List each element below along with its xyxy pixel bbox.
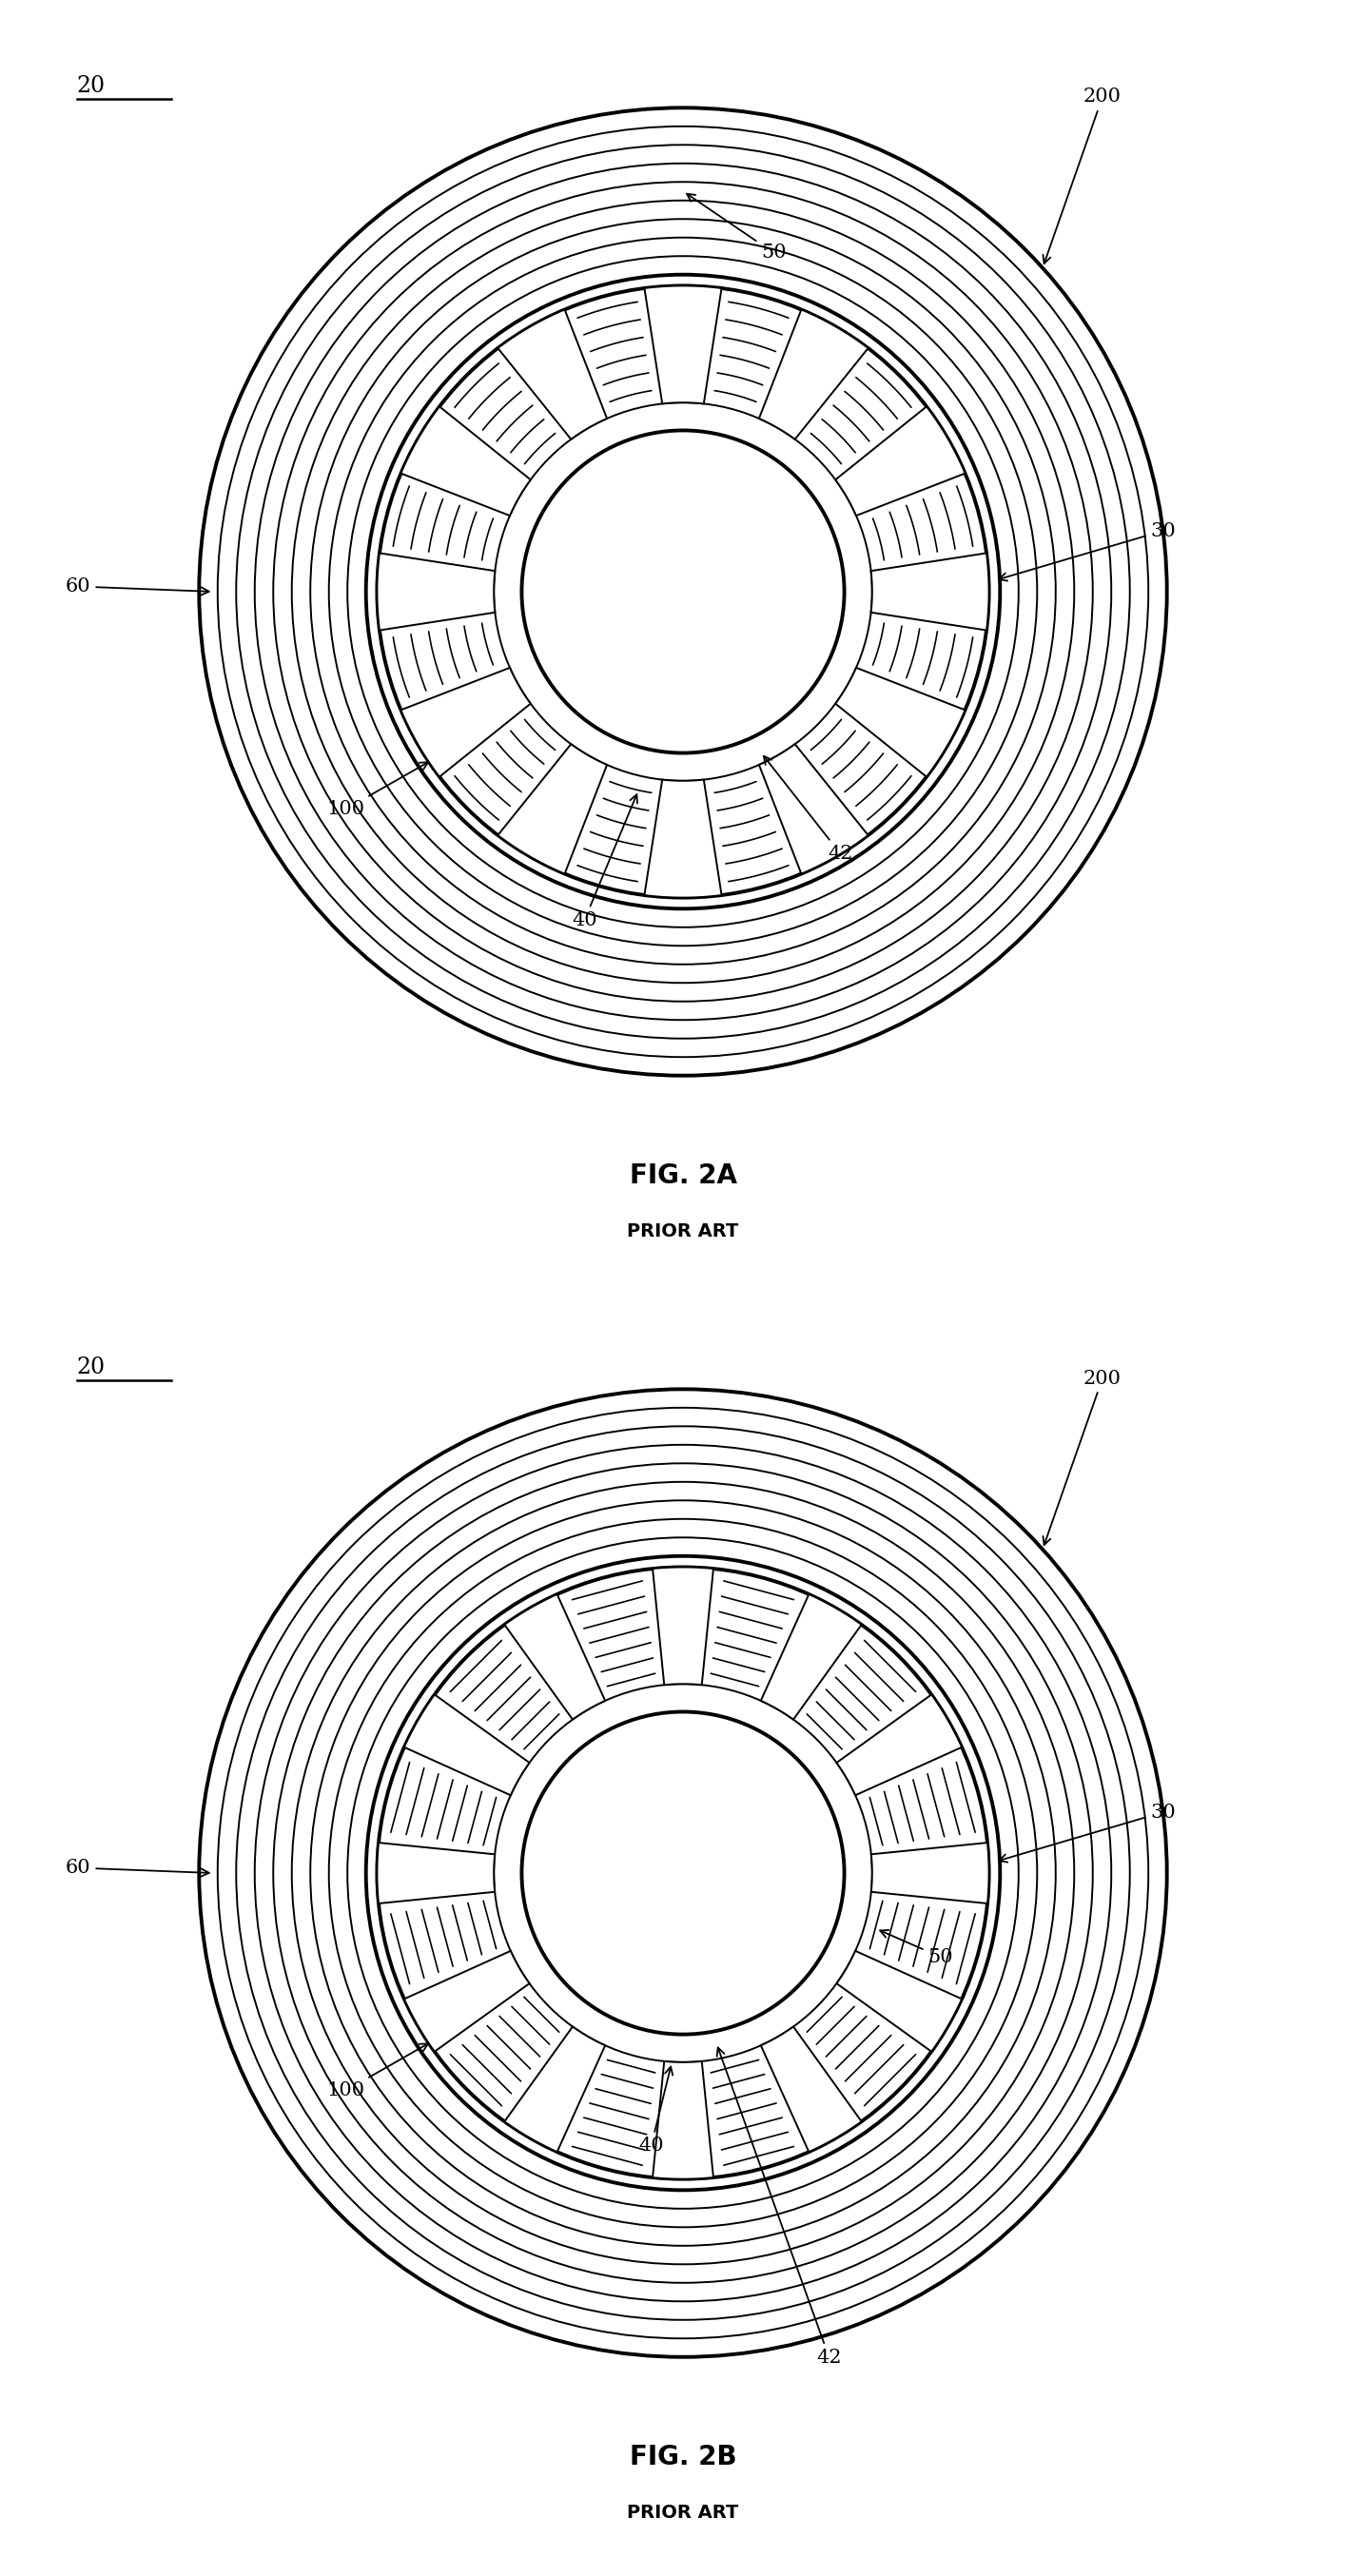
Polygon shape xyxy=(504,2027,605,2151)
Text: 42: 42 xyxy=(717,2048,841,2367)
Polygon shape xyxy=(497,744,607,873)
Text: 50: 50 xyxy=(880,1929,953,1965)
Polygon shape xyxy=(497,309,607,440)
Polygon shape xyxy=(404,1695,530,1795)
Polygon shape xyxy=(761,2027,862,2151)
Polygon shape xyxy=(645,286,721,404)
Text: 60: 60 xyxy=(66,1860,209,1878)
Polygon shape xyxy=(759,309,869,440)
Text: 40: 40 xyxy=(572,793,638,930)
Polygon shape xyxy=(504,1595,605,1721)
Text: 200: 200 xyxy=(1044,88,1121,263)
Polygon shape xyxy=(377,554,494,631)
Polygon shape xyxy=(836,1695,962,1795)
Text: 60: 60 xyxy=(66,577,209,595)
Text: 100: 100 xyxy=(326,2043,428,2099)
Text: 20: 20 xyxy=(76,75,105,98)
Text: 50: 50 xyxy=(687,193,787,263)
Text: PRIOR ART: PRIOR ART xyxy=(627,1221,739,1242)
Text: 20: 20 xyxy=(76,1355,105,1378)
Polygon shape xyxy=(645,781,721,896)
Text: FIG. 2A: FIG. 2A xyxy=(630,1162,736,1190)
Polygon shape xyxy=(400,667,530,778)
Polygon shape xyxy=(653,1566,713,1685)
Text: 40: 40 xyxy=(638,2066,672,2156)
Text: 30: 30 xyxy=(999,523,1176,580)
Text: 42: 42 xyxy=(764,755,852,863)
Text: FIG. 2B: FIG. 2B xyxy=(630,2445,736,2470)
Text: 100: 100 xyxy=(326,762,428,819)
Polygon shape xyxy=(377,1842,494,1904)
Text: 30: 30 xyxy=(999,1803,1176,1862)
Polygon shape xyxy=(400,407,530,515)
Polygon shape xyxy=(836,407,966,515)
Polygon shape xyxy=(836,667,966,778)
Polygon shape xyxy=(653,2061,713,2179)
Polygon shape xyxy=(836,1950,962,2050)
Polygon shape xyxy=(759,744,869,873)
Polygon shape xyxy=(761,1595,862,1721)
Polygon shape xyxy=(872,1842,989,1904)
Polygon shape xyxy=(872,554,989,631)
Text: PRIOR ART: PRIOR ART xyxy=(627,2504,739,2522)
Polygon shape xyxy=(404,1950,530,2050)
Text: 200: 200 xyxy=(1044,1370,1121,1546)
